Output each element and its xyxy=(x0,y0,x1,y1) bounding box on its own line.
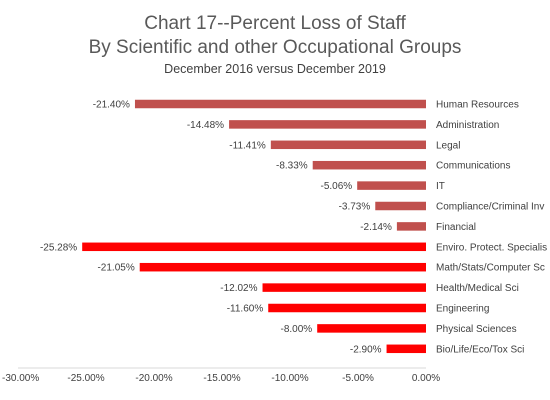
data-label-6: -2.14% xyxy=(360,222,392,233)
bar-12 xyxy=(386,344,426,354)
bar-2 xyxy=(270,140,426,150)
category-label-1: Administration xyxy=(436,120,499,131)
x-tick-label-6: 0.00% xyxy=(412,373,440,384)
data-labels-group: -21.40% -14.48% -11.41% -8.33% -5.06% -3.73% -… xyxy=(40,100,392,356)
bar-6 xyxy=(396,222,426,231)
category-labels-group: Human Resources Administration Legal Commun… xyxy=(436,100,547,356)
data-label-12: -2.90% xyxy=(350,344,382,355)
category-label-5: Compliance/Criminal Inv xyxy=(436,202,544,213)
x-tick-label-2: -20.00% xyxy=(135,373,172,384)
x-tick-labels-group: -30.00% -25.00% -20.00% -15.00% -10.00% -5.00… xyxy=(2,373,440,384)
data-label-1: -14.48% xyxy=(187,120,224,131)
x-tick-label-3: -15.00% xyxy=(203,373,240,384)
bar-4 xyxy=(357,181,426,190)
category-label-6: Financial xyxy=(436,222,476,233)
category-label-12: Bio/Life/Eco/Tox Sci xyxy=(436,344,524,355)
chart-title-line-1: Chart 17--Percent Loss of Staff xyxy=(144,13,406,34)
x-tick-label-5: -5.00% xyxy=(342,373,374,384)
data-label-2: -11.41% xyxy=(229,140,266,151)
x-tick-label-4: -10.00% xyxy=(271,373,308,384)
category-label-3: Communications xyxy=(436,161,510,172)
data-label-10: -11.60% xyxy=(227,304,264,315)
data-label-3: -8.33% xyxy=(276,161,308,172)
data-label-0: -21.40% xyxy=(93,100,130,111)
bar-3 xyxy=(312,160,426,170)
data-label-7: -25.28% xyxy=(40,242,77,253)
bar-9 xyxy=(262,283,426,292)
category-label-7: Enviro. Protect. Specialis xyxy=(436,242,547,253)
bar-10 xyxy=(268,303,426,313)
data-label-11: -8.00% xyxy=(281,324,313,335)
data-label-5: -3.73% xyxy=(339,202,371,213)
category-label-4: IT xyxy=(436,181,445,192)
category-label-8: Math/Stats/Computer Sc xyxy=(436,263,545,274)
bar-1 xyxy=(229,120,426,129)
bar-0 xyxy=(134,99,426,109)
bar-7 xyxy=(82,242,426,252)
data-label-9: -12.02% xyxy=(220,283,257,294)
category-label-0: Human Resources xyxy=(436,100,519,111)
category-label-11: Physical Sciences xyxy=(436,324,517,335)
chart-title-block: Chart 17--Percent Loss of Staff By Scien… xyxy=(0,12,550,78)
bar-5 xyxy=(375,201,426,211)
chart-title-line-2: By Scientific and other Occupational Gro… xyxy=(88,37,462,58)
bar-8 xyxy=(139,262,426,272)
chart-subtitle: December 2016 versus December 2019 xyxy=(164,62,386,76)
bars-group xyxy=(82,99,426,354)
x-tick-label-1: -25.00% xyxy=(67,373,104,384)
category-label-10: Engineering xyxy=(436,304,489,315)
data-label-8: -21.05% xyxy=(97,263,134,274)
category-label-2: Legal xyxy=(436,140,460,151)
data-label-4: -5.06% xyxy=(320,181,352,192)
bar-11 xyxy=(317,324,426,333)
x-tick-label-0: -30.00% xyxy=(2,373,39,384)
category-label-9: Health/Medical Sci xyxy=(436,283,519,294)
